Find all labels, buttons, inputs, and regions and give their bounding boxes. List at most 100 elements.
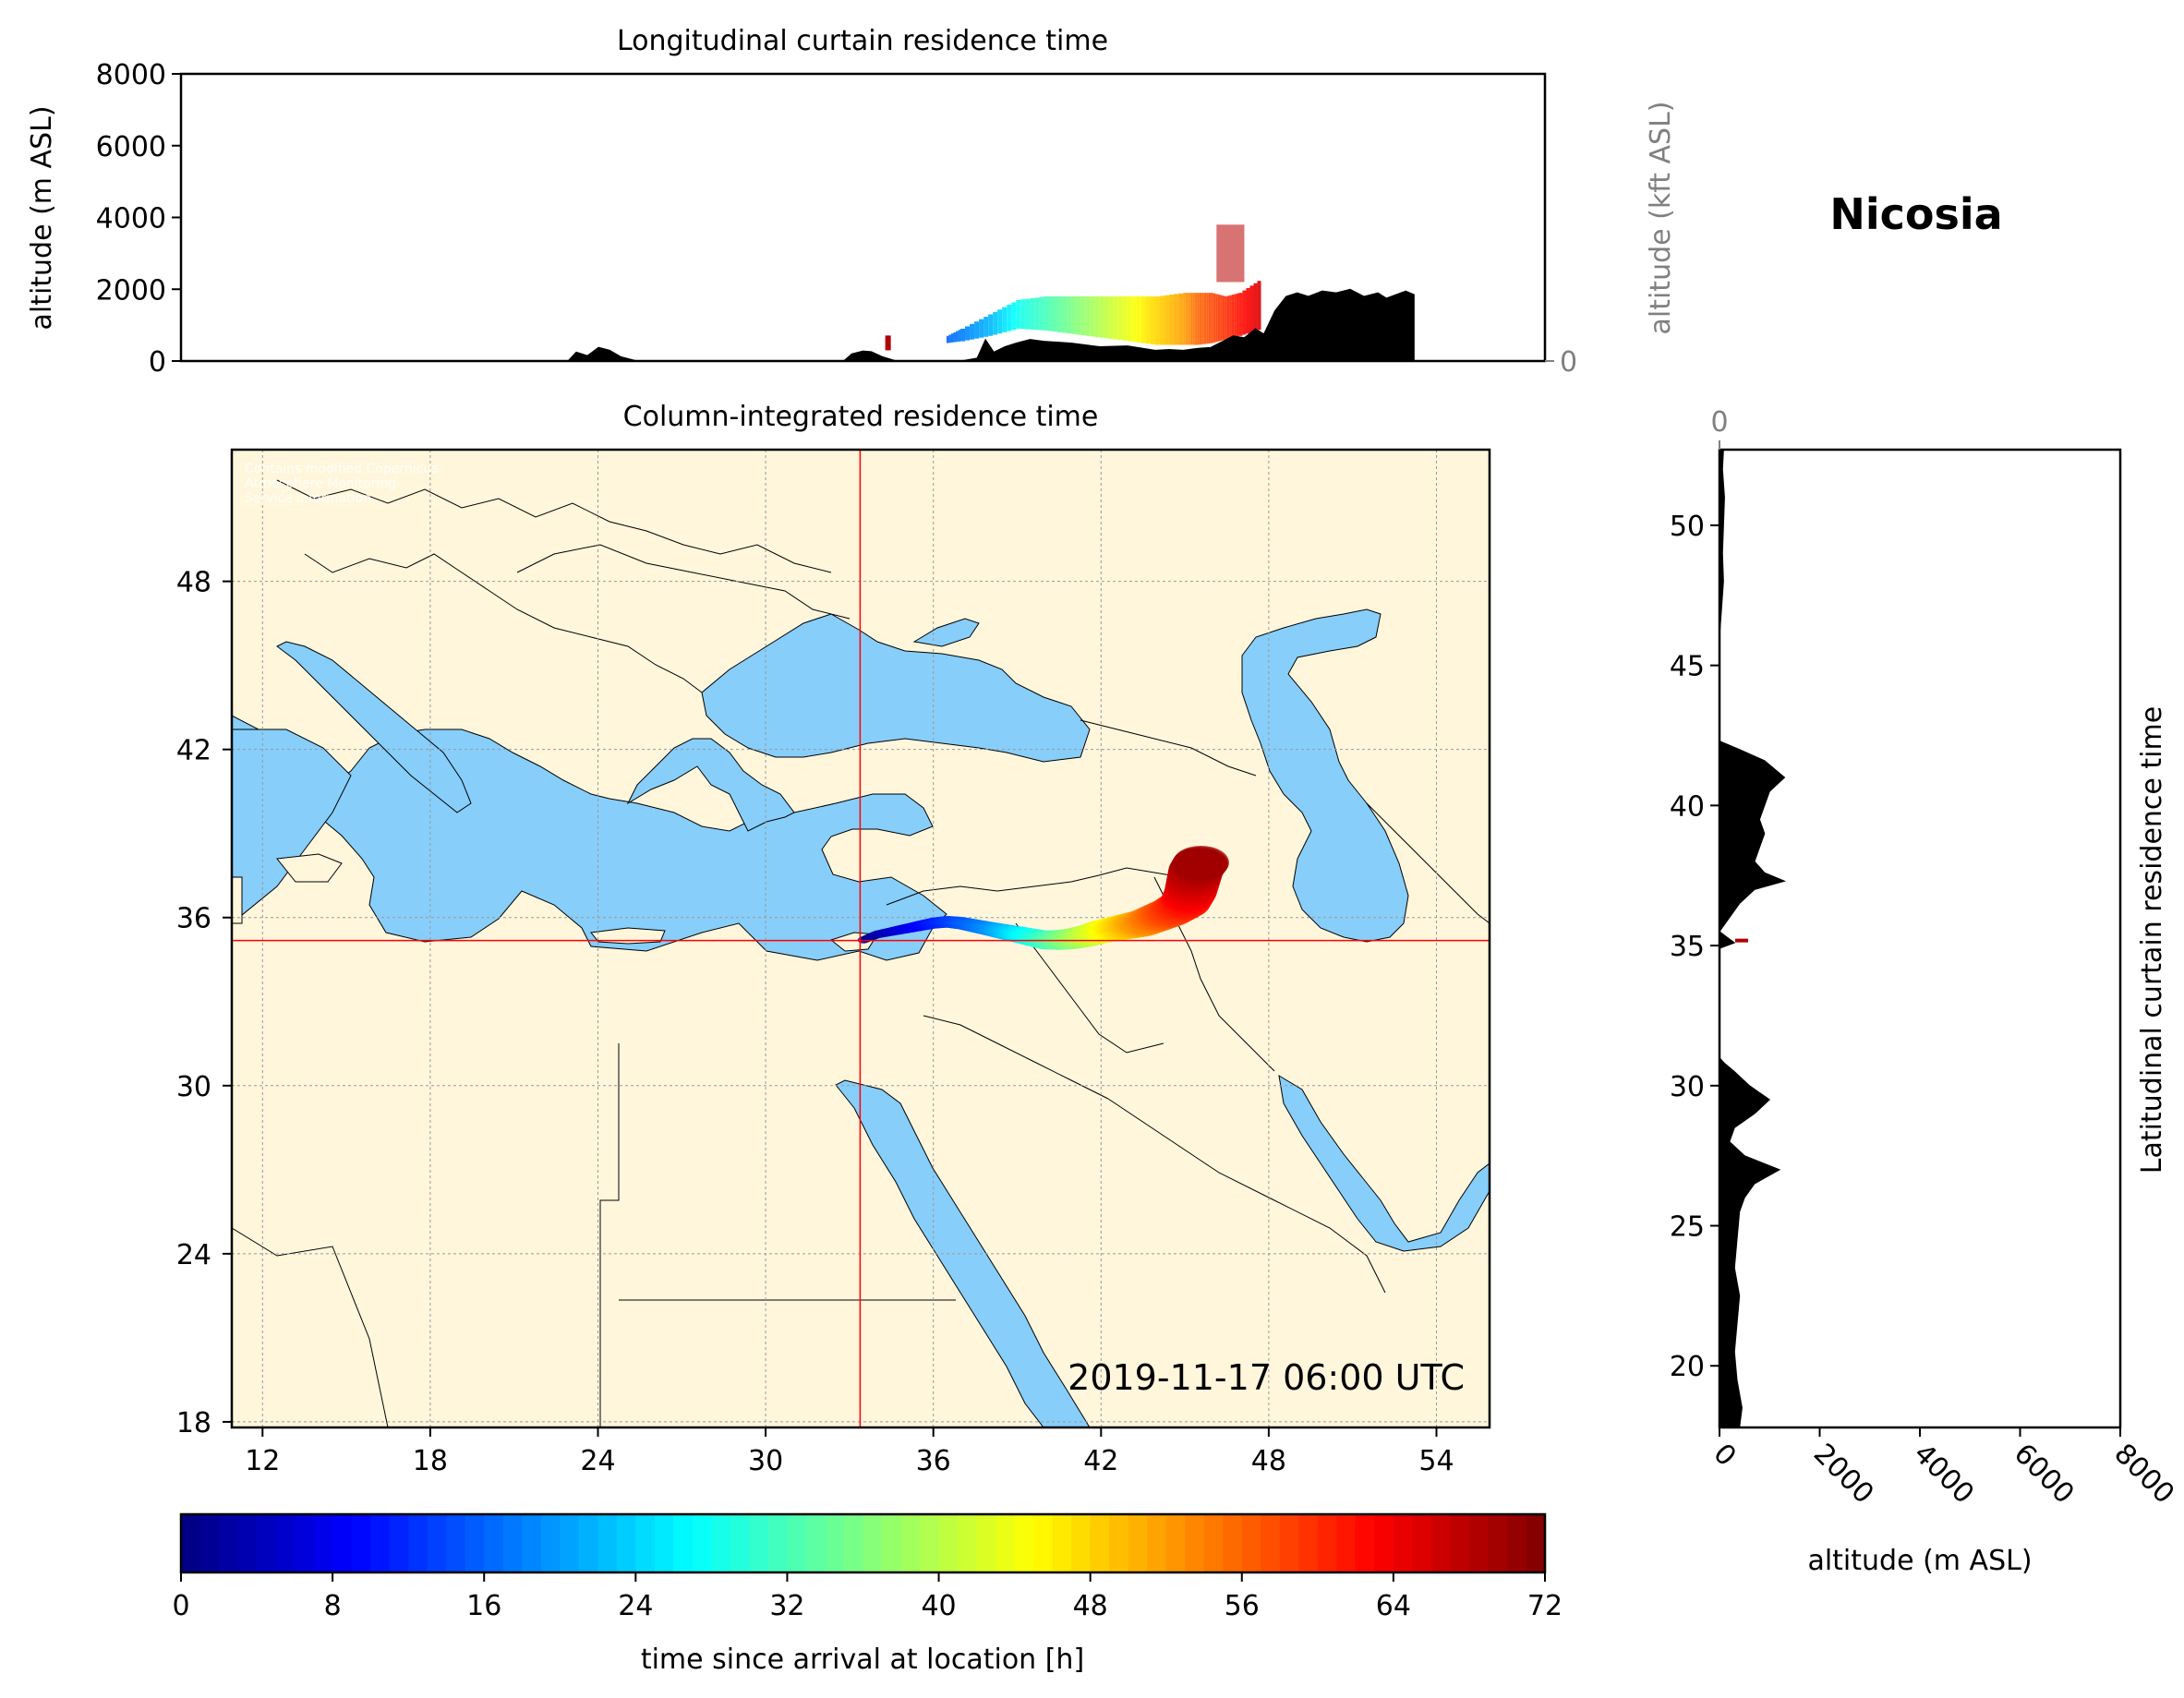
colorbar-tick-label: 56 [1225,1590,1260,1622]
red-sea [835,1079,1091,1427]
longitudinal-plume-cell [1080,296,1086,336]
colorbar-cell [427,1514,447,1572]
colorbar-cell [1090,1514,1110,1572]
longitudinal-plume-cell [1160,295,1165,345]
longitudinal-plume-cell [1203,293,1207,344]
longitudinal-plume-cell [970,323,975,340]
colorbar-cell [1052,1514,1072,1572]
colorbar-cell [616,1514,636,1572]
colorbar-tick-label: 48 [1073,1590,1108,1622]
latitudinal-x-axis: 0 2000 4000 6000 8000 [1707,1427,2180,1511]
colorbar-label: time since arrival at location [h] [641,1644,1084,1676]
longitudinal-plume-cell [1108,296,1114,340]
longitudinal-plume-cell [1215,294,1218,343]
longitudinal-plume-cell [983,317,989,337]
longitudinal-plume-spike [1216,224,1245,283]
longitudinal-plume-cell [1201,293,1204,344]
longitudinal-plume-cell [993,311,998,335]
latitudinal-ytick-label: 30 [1670,1071,1705,1103]
colorbar-cell [673,1514,694,1572]
longitudinal-title: Longitudinal curtain residence time [617,25,1108,57]
longitudinal-plume-cell [1094,296,1100,338]
latitudinal-xtick-label: 6000 [2008,1438,2081,1511]
colorbar-cell [1488,1514,1508,1572]
map-crosshair [232,450,1490,1427]
colorbar-cell [1336,1514,1357,1572]
colorbar-cell [920,1514,940,1572]
longitudinal-right-axis: 050100 [1545,346,1577,379]
border-caucasus [1080,719,1257,777]
map-xtick-label: 36 [916,1445,951,1477]
map-ytick-label: 18 [176,1407,211,1439]
colorbar-cell [863,1514,883,1572]
longitudinal-plume-cell [1104,296,1109,339]
colorbar-cell [1014,1514,1034,1572]
longitudinal-plume-cell [997,309,1003,334]
colorbar-cell [635,1514,656,1572]
latitudinal-top-tick-label: 0 [1710,406,1728,439]
colorbar-cell [351,1514,371,1572]
longitudinal-plume-cell [1076,296,1081,335]
latitudinal-y-axis: 20 25 30 35 40 45 50 [1670,511,1719,1383]
colorbar-tick-label: 16 [466,1590,501,1622]
colorbar-cell [1071,1514,1092,1572]
longitudinal-plume-cell [1062,296,1068,333]
latitudinal-ytick-label: 25 [1670,1211,1705,1244]
colorbar-cell [1261,1514,1281,1572]
longitudinal-plume-cell [1234,294,1237,338]
longitudinal-plume-cell [1020,299,1026,330]
colorbar-cell [976,1514,996,1572]
map-xtick-label: 42 [1083,1445,1118,1477]
longitudinal-plume-cell [1085,296,1091,336]
colorbar-cell [1506,1514,1527,1572]
colorbar-cell [597,1514,618,1572]
caspian-sea [1241,608,1409,943]
longitudinal-plume-cell [1113,296,1118,340]
longitudinal-terrain [181,288,1545,361]
colorbar-ticks: 0 8 16 24 32 40 48 56 64 72 [172,1572,1563,1622]
colorbar-cell [332,1514,353,1572]
longitudinal-plume-cell [960,329,966,342]
border-syria-iraq [1015,922,1164,1054]
colorbar-cell [843,1514,864,1572]
longitudinal-plume-cell [1194,293,1198,345]
longitudinal-ylabel-right: altitude (kft ASL) [1645,101,1677,334]
colorbar-cell [1223,1514,1243,1572]
colorbar-cells [181,1514,1546,1572]
border-arabia [1107,1098,1386,1294]
longitudinal-plume-cell [1192,293,1195,345]
longitudinal-plume-cell [1174,294,1179,345]
colorbar-tick-label: 32 [769,1590,804,1622]
colorbar-cell [540,1514,561,1572]
crete-island [590,927,666,945]
border-europe-north [276,479,832,573]
longitudinal-plume-cell [1199,293,1202,345]
latitudinal-plot-area [1719,450,1787,1427]
longitudinal-plume-cell [1211,293,1213,343]
longitudinal-ylabel: altitude (m ASL) [26,105,58,330]
colorbar-cell [749,1514,769,1572]
map-ytick-label: 48 [176,567,211,599]
latitudinal-ytick-label: 20 [1670,1351,1705,1383]
colorbar-tick-label: 8 [324,1590,342,1622]
border-libya-interior [232,1227,389,1427]
longitudinal-ytick-label: 8000 [96,59,166,91]
longitudinal-plume-cell [1057,296,1063,332]
latitudinal-grid [1719,450,1720,1427]
longitudinal-plume-cell [1071,296,1077,334]
longitudinal-y-axis: 0 2000 4000 6000 8000 [96,59,181,379]
longitudinal-plume-cell [948,334,951,343]
longitudinal-plume-cell [974,321,980,339]
border-egypt-libya [599,1043,620,1427]
longitudinal-plume-cell [1188,293,1190,345]
longitudinal-plume-cell [1238,293,1243,336]
longitudinal-ytick-label: 2000 [96,274,166,307]
longitudinal-plume-cell [1217,295,1221,342]
colorbar-cell [1393,1514,1414,1572]
longitudinal-plume-cell [1208,293,1212,343]
longitudinal-plume-cell [1183,293,1186,345]
colorbar-cell [1298,1514,1319,1572]
longitudinal-plume-cell [1044,296,1049,331]
longitudinal-plume-cell [1053,296,1058,332]
